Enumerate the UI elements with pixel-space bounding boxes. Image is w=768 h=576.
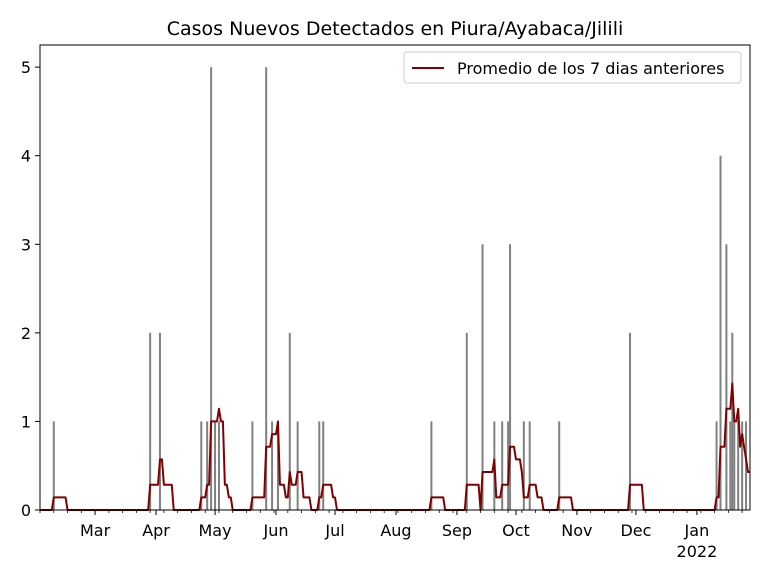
bar [158,332,161,510]
axes-layer: 0 1 2 3 4 5 Mar Apr May Jun Jul Aug Sep Oct Nov Dec Jan 2… [21,44,751,561]
x-tick-label: Oct [502,521,530,540]
bar [318,421,321,510]
bar [200,421,203,510]
chart-title: Casos Nuevos Detectados en Piura/Ayabaca… [167,18,624,40]
bar [251,421,254,510]
bar [558,421,561,510]
bar [465,332,468,510]
bar [430,421,433,510]
x-tick-sublabel: 2022 [677,542,718,561]
x-tick-label: Mar [80,521,111,540]
bar [719,155,722,510]
bar [737,421,740,510]
legend-box [403,51,742,84]
bar [501,421,504,510]
bar [149,332,152,510]
bar [522,421,525,510]
bar [715,421,718,510]
y-tick-label: 4 [21,147,31,166]
legend-label: Promedio de los 7 dias anteriores [457,59,724,78]
bar [52,421,55,510]
y-tick-label: 2 [21,324,31,343]
bar [210,67,213,511]
bar [729,421,732,510]
legend: Promedio de los 7 dias anteriores [403,51,742,84]
bar [741,421,744,510]
y-tick-label: 1 [21,412,31,431]
x-tick-label: Jul [324,521,344,540]
bar [528,421,531,510]
bar [217,421,220,510]
plot-frame [39,44,751,511]
bar [322,421,325,510]
bar [509,244,512,511]
bar [206,421,209,510]
x-tick-label: Nov [561,521,592,540]
x-tick-label: Jan [684,521,710,540]
x-tick-label: Dec [620,521,651,540]
y-tick-label: 0 [21,501,31,520]
x-tick-label: Jun [263,521,289,540]
bar [481,244,484,511]
y-tick-label: 5 [21,58,31,77]
bar [271,421,274,510]
bar [265,67,268,511]
bar [733,421,736,510]
x-tick-label: Aug [380,521,411,540]
x-tick-label: May [199,521,232,540]
y-tick-label: 3 [21,235,31,254]
bar [288,332,291,510]
x-tick-label: Sep [442,521,472,540]
x-tick-label: Apr [142,521,170,540]
bar [214,421,217,510]
bar [731,332,734,510]
bar [629,332,632,510]
bar [276,421,279,510]
bar [725,244,728,511]
bars-layer [52,67,748,511]
bar [296,421,299,510]
